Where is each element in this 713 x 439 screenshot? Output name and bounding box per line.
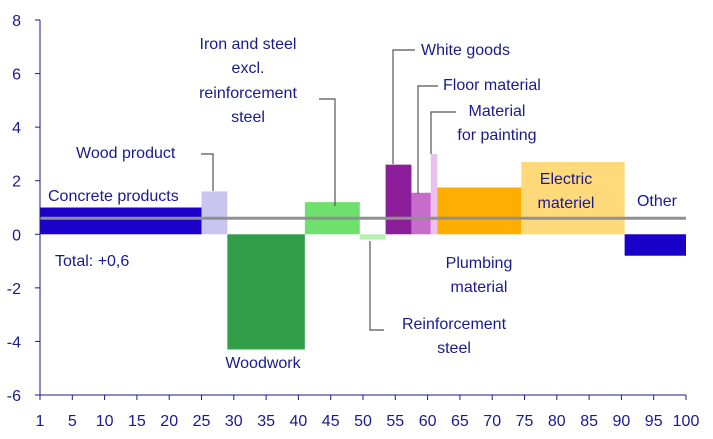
x-tick-label: 75 bbox=[516, 413, 534, 430]
bar-plumbing-material bbox=[437, 187, 522, 235]
bar-reinforcement-steel bbox=[359, 234, 386, 240]
y-tick-label: -6 bbox=[7, 388, 21, 405]
y-axis-labels: 8 6 4 2 0 -2 -4 -6 bbox=[7, 13, 21, 405]
reinforcement-steel-label-line1: Reinforcement bbox=[402, 316, 507, 333]
bar-other bbox=[624, 234, 686, 256]
axes bbox=[35, 19, 687, 400]
x-tick-label: 80 bbox=[548, 413, 566, 430]
reinforcement-leader bbox=[369, 241, 384, 331]
y-tick-label: 0 bbox=[12, 227, 21, 244]
white-goods-label: White goods bbox=[421, 42, 510, 59]
reinforcement-steel-label-line2: steel bbox=[437, 340, 471, 357]
total-label: Total: +0,6 bbox=[55, 253, 129, 270]
plumbing-label-line1: Plumbing bbox=[446, 255, 513, 272]
y-tick-label: 4 bbox=[12, 120, 21, 137]
y-tick-label: 2 bbox=[12, 174, 21, 191]
wood-product-label: Wood product bbox=[76, 145, 176, 162]
electric-label-line1: Electric bbox=[540, 171, 592, 188]
painting-leader bbox=[430, 111, 456, 154]
x-tick-label: 65 bbox=[451, 413, 469, 430]
bar-wood-product bbox=[201, 191, 228, 235]
woodwork-label: Woodwork bbox=[225, 355, 301, 372]
x-tick-label: 100 bbox=[673, 413, 700, 430]
bar-floor-material bbox=[411, 192, 431, 235]
wood-product-leader bbox=[201, 153, 214, 191]
white-goods-leader bbox=[392, 49, 415, 164]
bar-white-goods bbox=[385, 164, 412, 235]
x-tick-label: 25 bbox=[193, 413, 211, 430]
x-tick-label: 70 bbox=[483, 413, 501, 430]
bars bbox=[40, 153, 686, 350]
x-tick-label: 40 bbox=[290, 413, 308, 430]
bar-woodwork bbox=[227, 234, 305, 350]
x-tick-label: 5 bbox=[68, 413, 77, 430]
x-tick-label: 45 bbox=[322, 413, 340, 430]
bar-material-for-painting bbox=[430, 153, 438, 235]
annotations: Concrete products Wood product Woodwork … bbox=[48, 36, 678, 372]
floor-material-label: Floor material bbox=[443, 77, 541, 94]
electric-label-line2: materiel bbox=[538, 195, 595, 212]
iron-steel-label-line4: steel bbox=[231, 109, 265, 126]
other-label: Other bbox=[637, 193, 678, 210]
x-tick-label: 35 bbox=[257, 413, 275, 430]
x-tick-label: 60 bbox=[419, 413, 437, 430]
iron-steel-label-line2: excl. bbox=[232, 60, 265, 77]
x-tick-label: 95 bbox=[645, 413, 663, 430]
painting-label-line2: for painting bbox=[457, 127, 536, 144]
floor-material-leader bbox=[417, 85, 438, 194]
x-tick-label: 50 bbox=[354, 413, 372, 430]
x-tick-label: 30 bbox=[225, 413, 243, 430]
iron-steel-label-line1: Iron and steel bbox=[200, 36, 297, 53]
iron-steel-leader bbox=[319, 98, 336, 206]
concrete-products-label: Concrete products bbox=[48, 188, 179, 205]
x-tick-label: 55 bbox=[386, 413, 404, 430]
plumbing-label-line2: material bbox=[451, 279, 508, 296]
bar-concrete-products bbox=[40, 207, 202, 235]
x-tick-label: 10 bbox=[96, 413, 114, 430]
x-tick-label: 1 bbox=[36, 413, 45, 430]
x-tick-label: 20 bbox=[160, 413, 178, 430]
y-tick-label: 6 bbox=[12, 67, 21, 84]
y-tick-label: -4 bbox=[7, 334, 21, 351]
bar-electric-materiel bbox=[521, 161, 625, 235]
x-tick-label: 15 bbox=[128, 413, 146, 430]
y-tick-label: 8 bbox=[12, 13, 21, 30]
iron-steel-label-line3: reinforcement bbox=[199, 85, 297, 102]
painting-label-line1: Material bbox=[469, 103, 526, 120]
x-axis-labels: 1 5 10 15 20 25 30 35 40 45 50 55 60 65 70 75 80 85 90 95 10… bbox=[36, 413, 700, 430]
y-tick-label: -2 bbox=[7, 281, 21, 298]
x-tick-label: 90 bbox=[613, 413, 631, 430]
x-tick-label: 85 bbox=[580, 413, 598, 430]
